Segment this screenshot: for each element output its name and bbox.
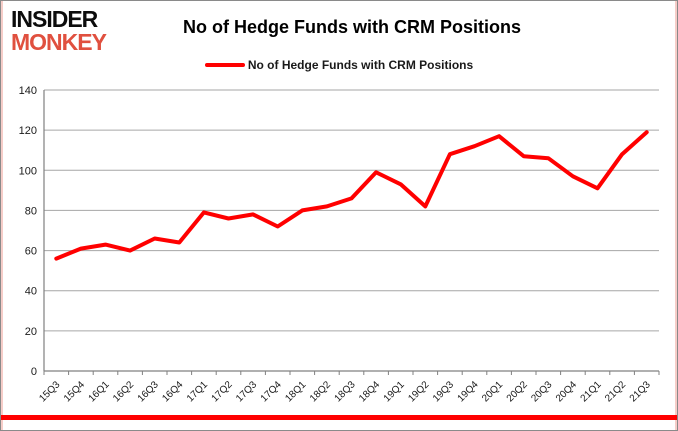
bottom-red-bar <box>1 415 677 420</box>
svg-text:15Q4: 15Q4 <box>62 379 87 404</box>
chart-title: No of Hedge Funds with CRM Positions <box>183 17 521 37</box>
svg-text:18Q2: 18Q2 <box>308 379 333 404</box>
svg-text:21Q1: 21Q1 <box>579 379 604 404</box>
svg-text:60: 60 <box>25 246 37 258</box>
logo-line-insider: INSIDER <box>11 6 98 32</box>
svg-text:19Q3: 19Q3 <box>431 379 456 404</box>
logo-line-monkey: MONKEY <box>11 29 107 55</box>
svg-text:18Q3: 18Q3 <box>333 379 358 404</box>
insider-monkey-logo: INSIDER MONKEY <box>11 6 107 55</box>
svg-text:20Q1: 20Q1 <box>480 379 505 404</box>
svg-text:0: 0 <box>31 366 37 378</box>
svg-text:17Q4: 17Q4 <box>259 379 284 404</box>
chart-legend: No of Hedge Funds with CRM Positions <box>1 58 677 72</box>
svg-text:40: 40 <box>25 286 37 298</box>
svg-text:19Q2: 19Q2 <box>406 379 431 404</box>
svg-text:17Q3: 17Q3 <box>234 379 259 404</box>
svg-text:16Q3: 16Q3 <box>136 379 161 404</box>
series-line <box>54 130 649 261</box>
svg-text:16Q2: 16Q2 <box>111 379 136 404</box>
svg-text:100: 100 <box>19 165 37 177</box>
series-lines <box>54 130 649 261</box>
svg-text:18Q4: 18Q4 <box>357 379 382 404</box>
x-ticks <box>43 371 660 375</box>
y-axis-labels: 0 20 40 60 80 100 120 140 <box>19 85 37 378</box>
svg-text:16Q4: 16Q4 <box>160 379 185 404</box>
svg-text:21Q3: 21Q3 <box>628 379 653 404</box>
svg-text:120: 120 <box>19 125 37 137</box>
svg-text:17Q2: 17Q2 <box>210 379 235 404</box>
svg-text:20Q3: 20Q3 <box>529 379 554 404</box>
legend-line-swatch <box>204 63 245 67</box>
x-axis-labels: 15Q3 15Q4 16Q1 16Q2 16Q3 16Q4 17Q1 17Q2 17Q3 17Q4… <box>37 379 653 404</box>
svg-text:17Q1: 17Q1 <box>185 379 210 404</box>
svg-text:20Q4: 20Q4 <box>554 379 579 404</box>
axes <box>43 90 659 372</box>
svg-text:16Q1: 16Q1 <box>87 379 112 404</box>
y-gridlines <box>44 89 659 332</box>
svg-text:140: 140 <box>19 85 37 97</box>
legend-label: No of Hedge Funds with CRM Positions <box>247 58 474 72</box>
svg-text:15Q3: 15Q3 <box>37 379 62 404</box>
svg-text:20Q2: 20Q2 <box>505 379 530 404</box>
svg-text:19Q4: 19Q4 <box>456 379 481 404</box>
svg-text:20: 20 <box>25 326 37 338</box>
svg-text:19Q1: 19Q1 <box>382 379 407 404</box>
svg-text:21Q2: 21Q2 <box>603 379 628 404</box>
svg-text:18Q1: 18Q1 <box>283 379 308 404</box>
svg-text:80: 80 <box>25 205 37 217</box>
